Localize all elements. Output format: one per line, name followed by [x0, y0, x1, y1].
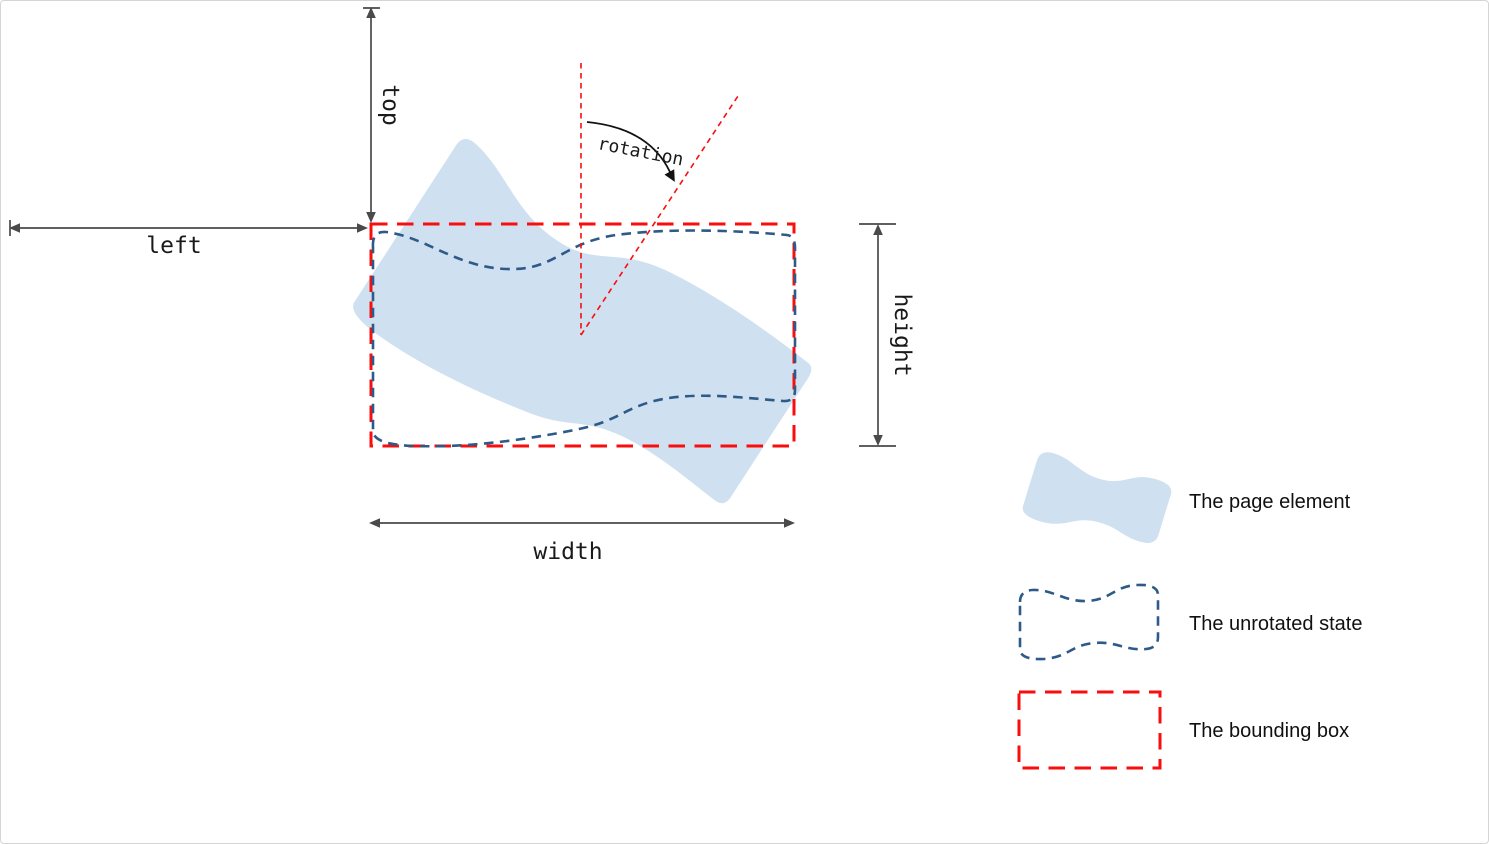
legend-bounding-box-swatch [1017, 690, 1162, 770]
width-label: width [533, 539, 602, 565]
bounding-box-rect [369, 222, 796, 448]
height-dimension-arrow: height [859, 223, 915, 447]
rotation-arrow-icon [586, 121, 671, 173]
arrowhead-left-icon [9, 223, 20, 233]
arrowhead-up-icon [366, 7, 376, 18]
arrowhead-up-icon [873, 224, 883, 235]
rotated-axis-line [580, 95, 739, 336]
top-dimension-arrow: top [363, 7, 403, 223]
rotation-arrowhead-icon [664, 169, 675, 182]
arrowhead-down-icon [873, 435, 883, 446]
legend: The page element The unrotated state The… [1017, 452, 1362, 770]
width-dimension-arrow: width [369, 518, 795, 565]
legend-unrotated-swatch [1018, 583, 1160, 661]
arrowhead-right-icon [357, 223, 368, 233]
legend-page-element-swatch [1022, 452, 1172, 543]
arrowhead-right-icon [784, 518, 795, 528]
legend-bounding-box-label: The bounding box [1189, 720, 1349, 742]
left-dimension-arrow: left [9, 220, 368, 259]
height-label: height [889, 293, 915, 376]
left-label: left [146, 233, 201, 259]
legend-page-element-label: The page element [1189, 491, 1351, 513]
top-label: top [377, 84, 403, 126]
page-element-shape [353, 138, 812, 504]
arrowhead-down-icon [366, 212, 376, 223]
arrowhead-left-icon [369, 518, 380, 528]
legend-unrotated-label: The unrotated state [1189, 613, 1362, 635]
unrotated-state-outline [371, 229, 797, 448]
